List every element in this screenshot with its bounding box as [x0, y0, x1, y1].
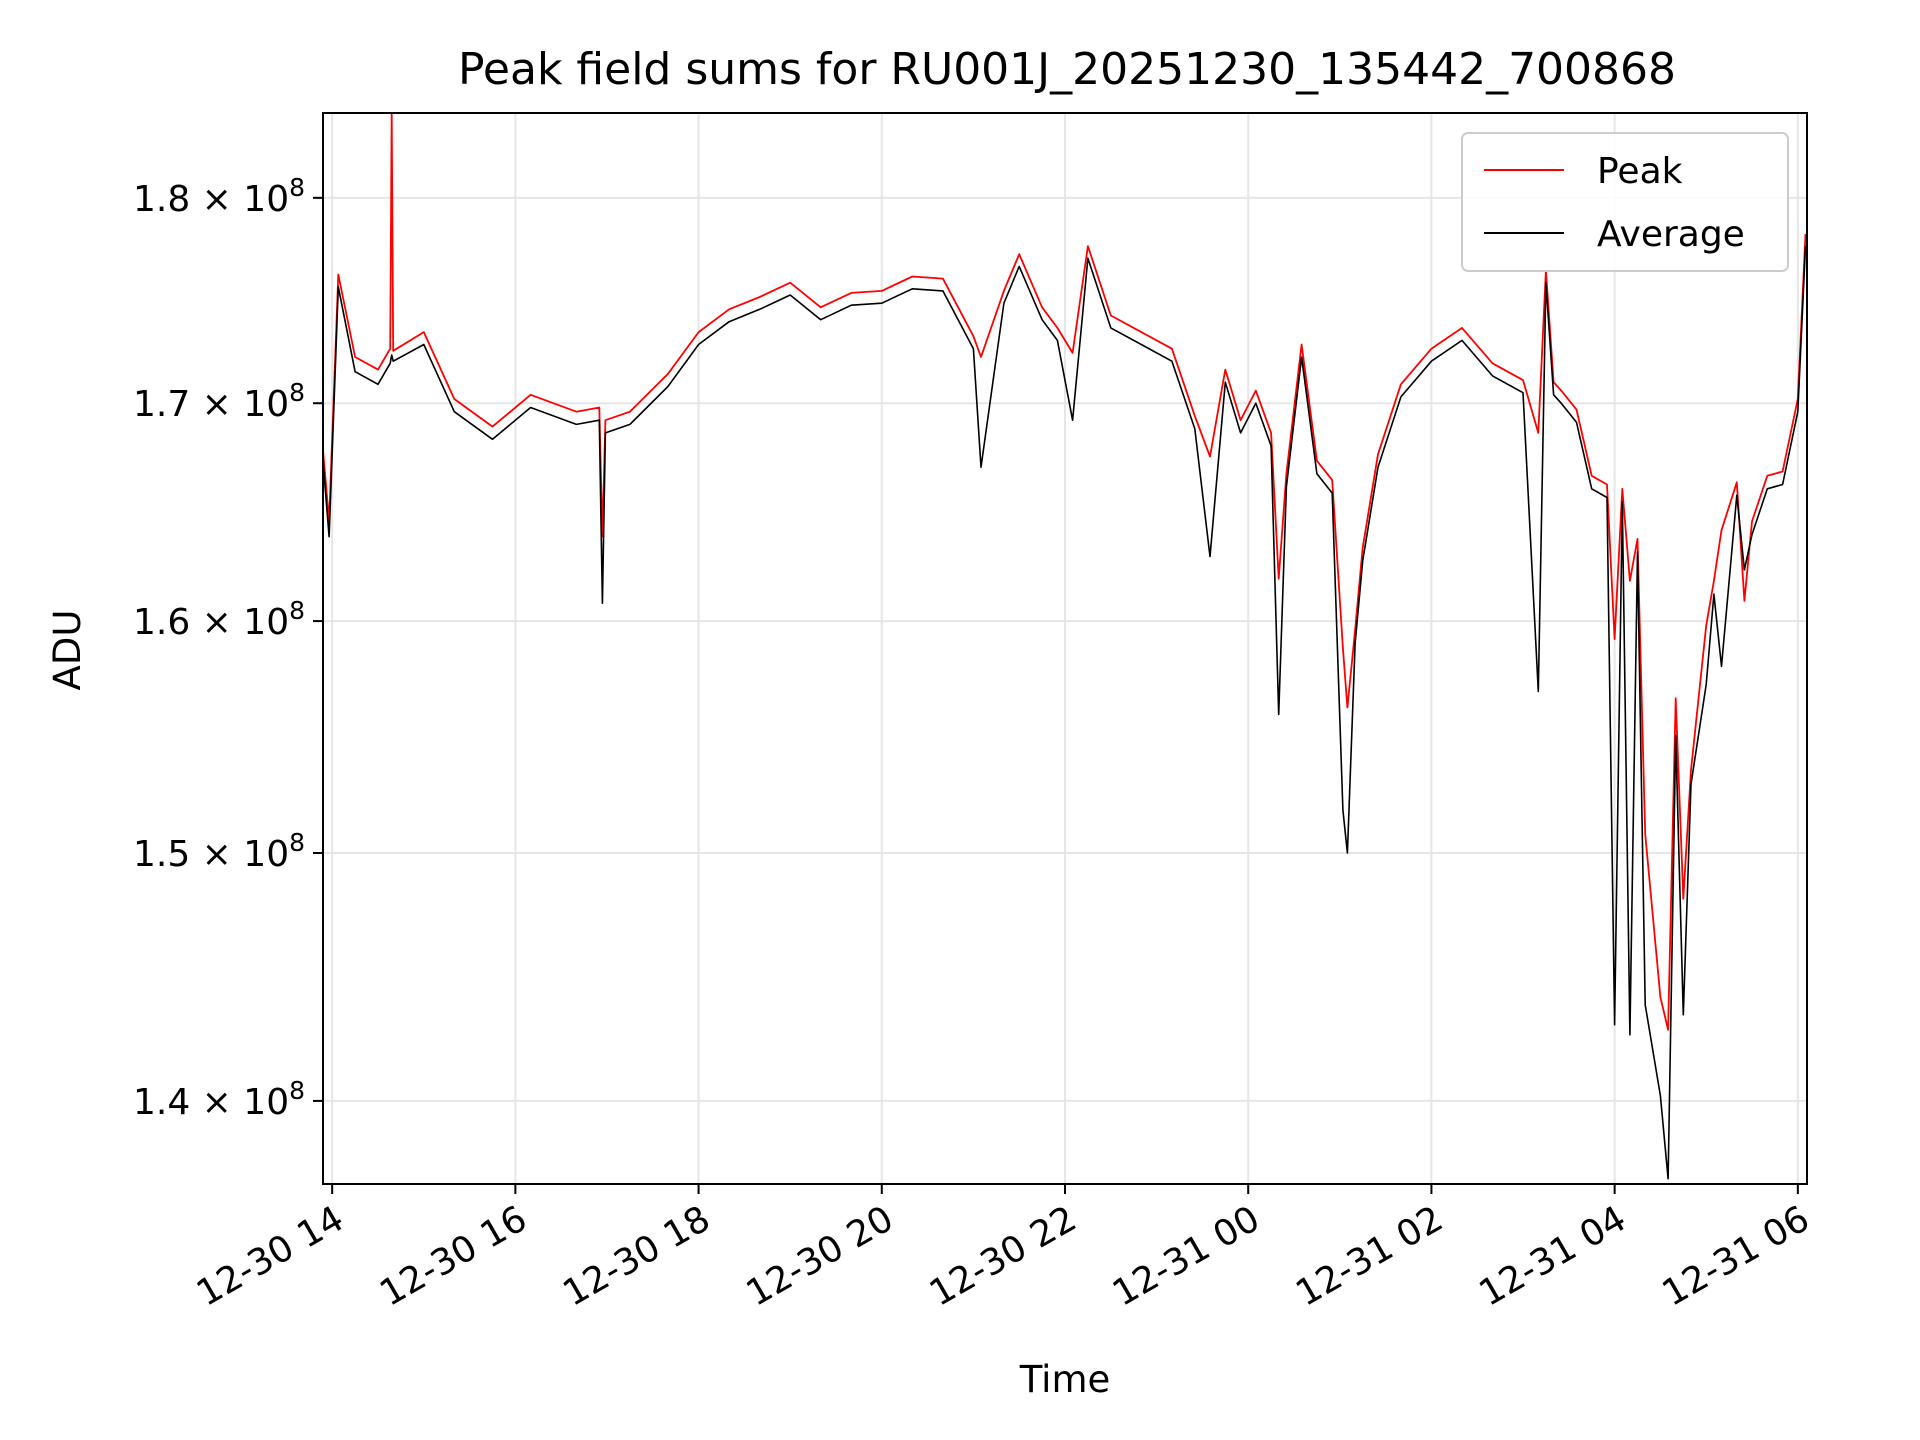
y-tick-label: 1.4 × 108	[133, 1076, 305, 1123]
legend-label-peak: Peak	[1597, 151, 1683, 192]
x-axis-label: Time	[1019, 1358, 1111, 1401]
y-axis-label: ADU	[46, 610, 89, 691]
y-tick-label: 1.5 × 108	[133, 828, 305, 875]
legend-label-average: Average	[1597, 214, 1745, 255]
series-line-peak	[322, 112, 1807, 1031]
y-tick-label: 1.6 × 108	[133, 596, 305, 643]
chart-title: Peak field sums for RU001J_20251230_1354…	[458, 44, 1676, 95]
y-tick-label: 1.8 × 108	[133, 173, 305, 220]
legend-box	[1461, 132, 1789, 272]
series-line-average	[322, 246, 1807, 1180]
plot-series	[322, 112, 1807, 1180]
y-axis-ticks: 1.4 × 108 1.5 × 108 1.6 × 108 1.7 × 108 1.8 …	[133, 173, 323, 1123]
legend: Peak Average	[1461, 132, 1789, 272]
y-tick-label: 1.7 × 108	[133, 378, 305, 425]
